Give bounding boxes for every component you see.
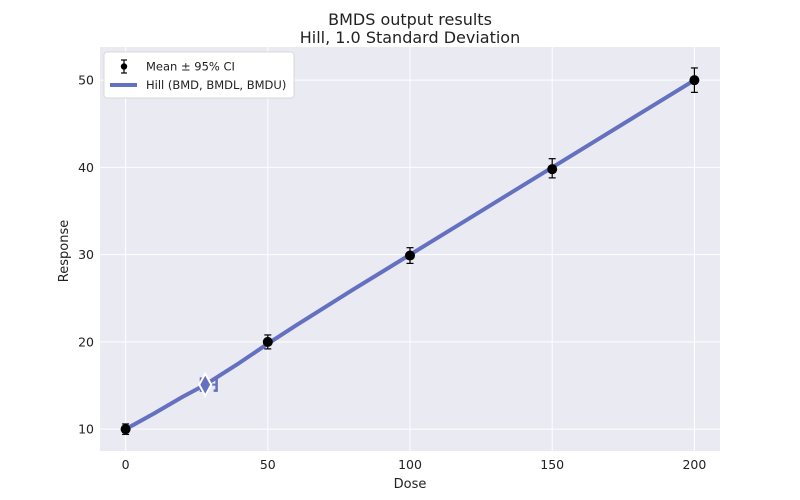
data-point <box>547 164 558 175</box>
legend-label-mean: Mean ± 95% CI <box>146 60 235 74</box>
data-point <box>262 336 273 347</box>
data-point <box>120 424 131 435</box>
x-axis-label: Dose <box>394 477 427 492</box>
chart-subtitle: Hill, 1.0 Standard Deviation <box>300 28 520 47</box>
x-tick-label: 100 <box>398 457 422 472</box>
bmd-marker-group <box>198 371 218 398</box>
tick-labels: 0 50 100 150 200 10 20 30 40 50 <box>78 73 706 472</box>
chart-title: BMDS output results <box>328 10 492 29</box>
x-tick-label: 50 <box>260 457 276 472</box>
y-axis-label: Response <box>57 220 72 282</box>
legend-label-hill: Hill (BMD, BMDL, BMDU) <box>146 78 286 92</box>
data-points-group <box>120 67 700 436</box>
y-tick-label: 40 <box>78 160 94 175</box>
x-tick-label: 0 <box>122 457 130 472</box>
legend-box <box>103 51 295 99</box>
x-tick-label: 200 <box>682 457 706 472</box>
data-point <box>405 250 415 261</box>
bmd-diamond-marker <box>198 371 213 398</box>
y-tick-label: 50 <box>78 73 94 88</box>
legend: Mean ± 95% CI Hill (BMD, BMDL, BMDU) <box>103 51 295 99</box>
y-tick-label: 10 <box>78 422 94 437</box>
x-tick-label: 150 <box>540 457 564 472</box>
y-tick-label: 20 <box>78 334 94 349</box>
data-point <box>689 75 700 86</box>
legend-point-icon <box>120 63 128 70</box>
y-tick-label: 30 <box>78 247 94 262</box>
bmdu-bracket <box>213 377 218 392</box>
